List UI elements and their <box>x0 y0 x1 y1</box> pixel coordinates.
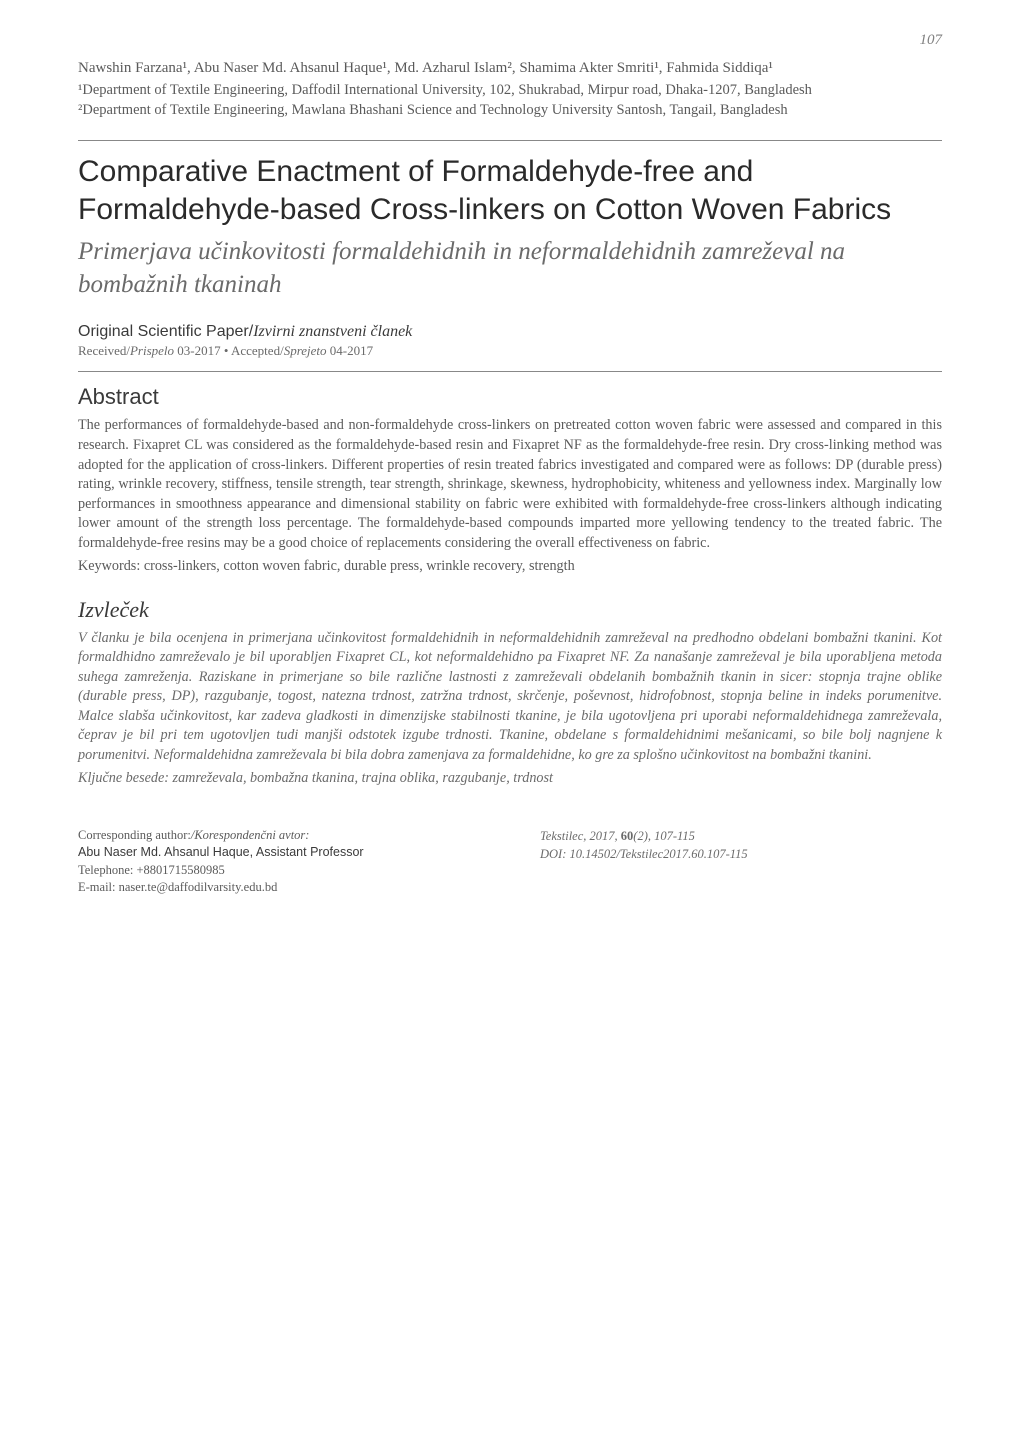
doi-value: 10.14502/Tekstilec2017.60.107-115 <box>570 847 748 861</box>
accepted-label-en: Accepted/ <box>231 343 284 358</box>
abstract-heading: Abstract <box>78 384 942 410</box>
received-date: 03-2017 <box>177 343 220 358</box>
affiliation-1: ¹Department of Textile Engineering, Daff… <box>78 80 942 100</box>
kljucne-label: Ključne besede: <box>78 770 173 786</box>
keywords-label: Keywords: <box>78 558 144 574</box>
kljucne-value: zamreževala, bombažna tkanina, trajna ob… <box>173 770 553 786</box>
title-slovenian: Primerjava učinkovitosti formaldehidnih … <box>78 236 942 301</box>
paper-type-sl: Izvirni znanstveni članek <box>253 323 412 340</box>
corresponding-label-en: Corresponding author: <box>78 828 191 842</box>
authors-line: Nawshin Farzana¹, Abu Naser Md. Ahsanul … <box>78 58 942 80</box>
phone-value: +8801715580985 <box>136 863 224 877</box>
paper-type-en: Original Scientific Paper <box>78 323 249 340</box>
footer: Corresponding author:/Korespondenčni avt… <box>78 827 942 897</box>
accepted-date: 04-2017 <box>330 343 373 358</box>
received-accepted: Received/Prispelo 03-2017 • Accepted/Spr… <box>78 343 942 359</box>
abstract-body: The performances of formaldehyde-based a… <box>78 416 942 553</box>
corresponding-author-name: Abu Naser Md. Ahsanul Haque, Assistant P… <box>78 845 364 859</box>
phone-label: Telephone: <box>78 863 136 877</box>
kljucne-besede: Ključne besede: zamreževala, bombažna tk… <box>78 770 942 787</box>
affiliation-2: ²Department of Textile Engineering, Mawl… <box>78 100 942 120</box>
divider-mid <box>78 371 942 372</box>
corresponding-label-sl: /Korespondenčni avtor: <box>191 828 310 842</box>
paper-type: Original Scientific Paper/Izvirni znanst… <box>78 323 942 341</box>
citation-block: Tekstilec, 2017, 60(2), 107-115 DOI: 10.… <box>540 827 942 897</box>
corresponding-author-block: Corresponding author:/Korespondenčni avt… <box>78 827 480 897</box>
doi-label: DOI: <box>540 847 570 861</box>
journal-name: Tekstilec, 2017, <box>540 829 621 843</box>
izvlecek-body: V članku je bila ocenjena in primerjana … <box>78 629 942 766</box>
authors-block: Nawshin Farzana¹, Abu Naser Md. Ahsanul … <box>78 58 942 120</box>
volume: 60 <box>621 829 634 843</box>
keywords: Keywords: cross-linkers, cotton woven fa… <box>78 558 942 575</box>
accepted-label-sl: Sprejeto <box>284 343 330 358</box>
email-label: E-mail: <box>78 880 119 894</box>
received-label-sl: Prispelo <box>130 343 177 358</box>
title-english: Comparative Enactment of Formaldehyde-fr… <box>78 153 942 228</box>
bullet: • <box>221 343 231 358</box>
email-value: naser.te@daffodilvarsity.edu.bd <box>119 880 278 894</box>
issue-pages: (2), 107-115 <box>633 829 695 843</box>
keywords-value: cross-linkers, cotton woven fabric, dura… <box>144 558 575 574</box>
page-number: 107 <box>920 32 943 49</box>
izvlecek-heading: Izvleček <box>78 597 942 623</box>
divider-top <box>78 140 942 141</box>
received-label-en: Received/ <box>78 343 130 358</box>
